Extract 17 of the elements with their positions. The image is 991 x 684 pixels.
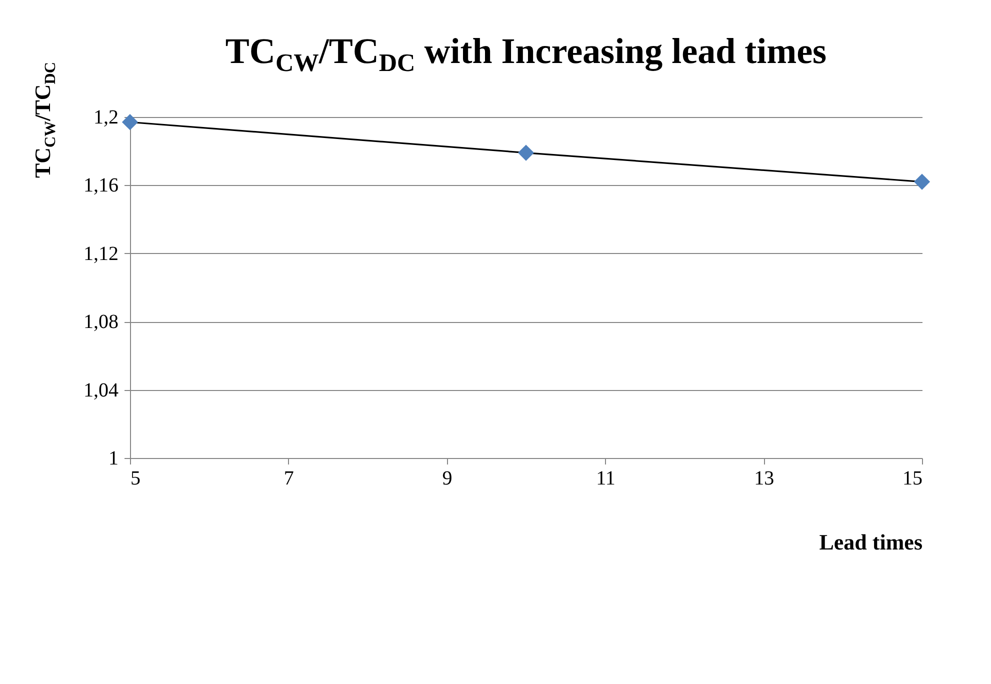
x-tick-label: 13 xyxy=(754,468,774,490)
x-tick-label: 7 xyxy=(284,468,294,490)
y-tick-label: 1,04 xyxy=(84,379,118,402)
x-tick-label: 5 xyxy=(130,468,140,490)
point xyxy=(122,114,138,130)
y-tick-label: 1,08 xyxy=(84,311,118,334)
point xyxy=(518,144,534,161)
y-tick-label: 1,2 xyxy=(94,106,118,128)
x-tick-label: 9 xyxy=(442,468,452,490)
point xyxy=(914,174,930,190)
x-axis-title: Lead times xyxy=(819,530,923,554)
x-tick-label: 15 xyxy=(902,468,922,490)
x-tick-label: 11 xyxy=(596,468,616,490)
y-tick-label: 1 xyxy=(108,448,118,470)
y-tick-label: 1,16 xyxy=(84,174,118,197)
chart-title: TC$_{CW}$/TC$_{DC}$ with Increasing lead times xyxy=(224,30,828,78)
y-tick-label: 1,12 xyxy=(84,242,118,265)
